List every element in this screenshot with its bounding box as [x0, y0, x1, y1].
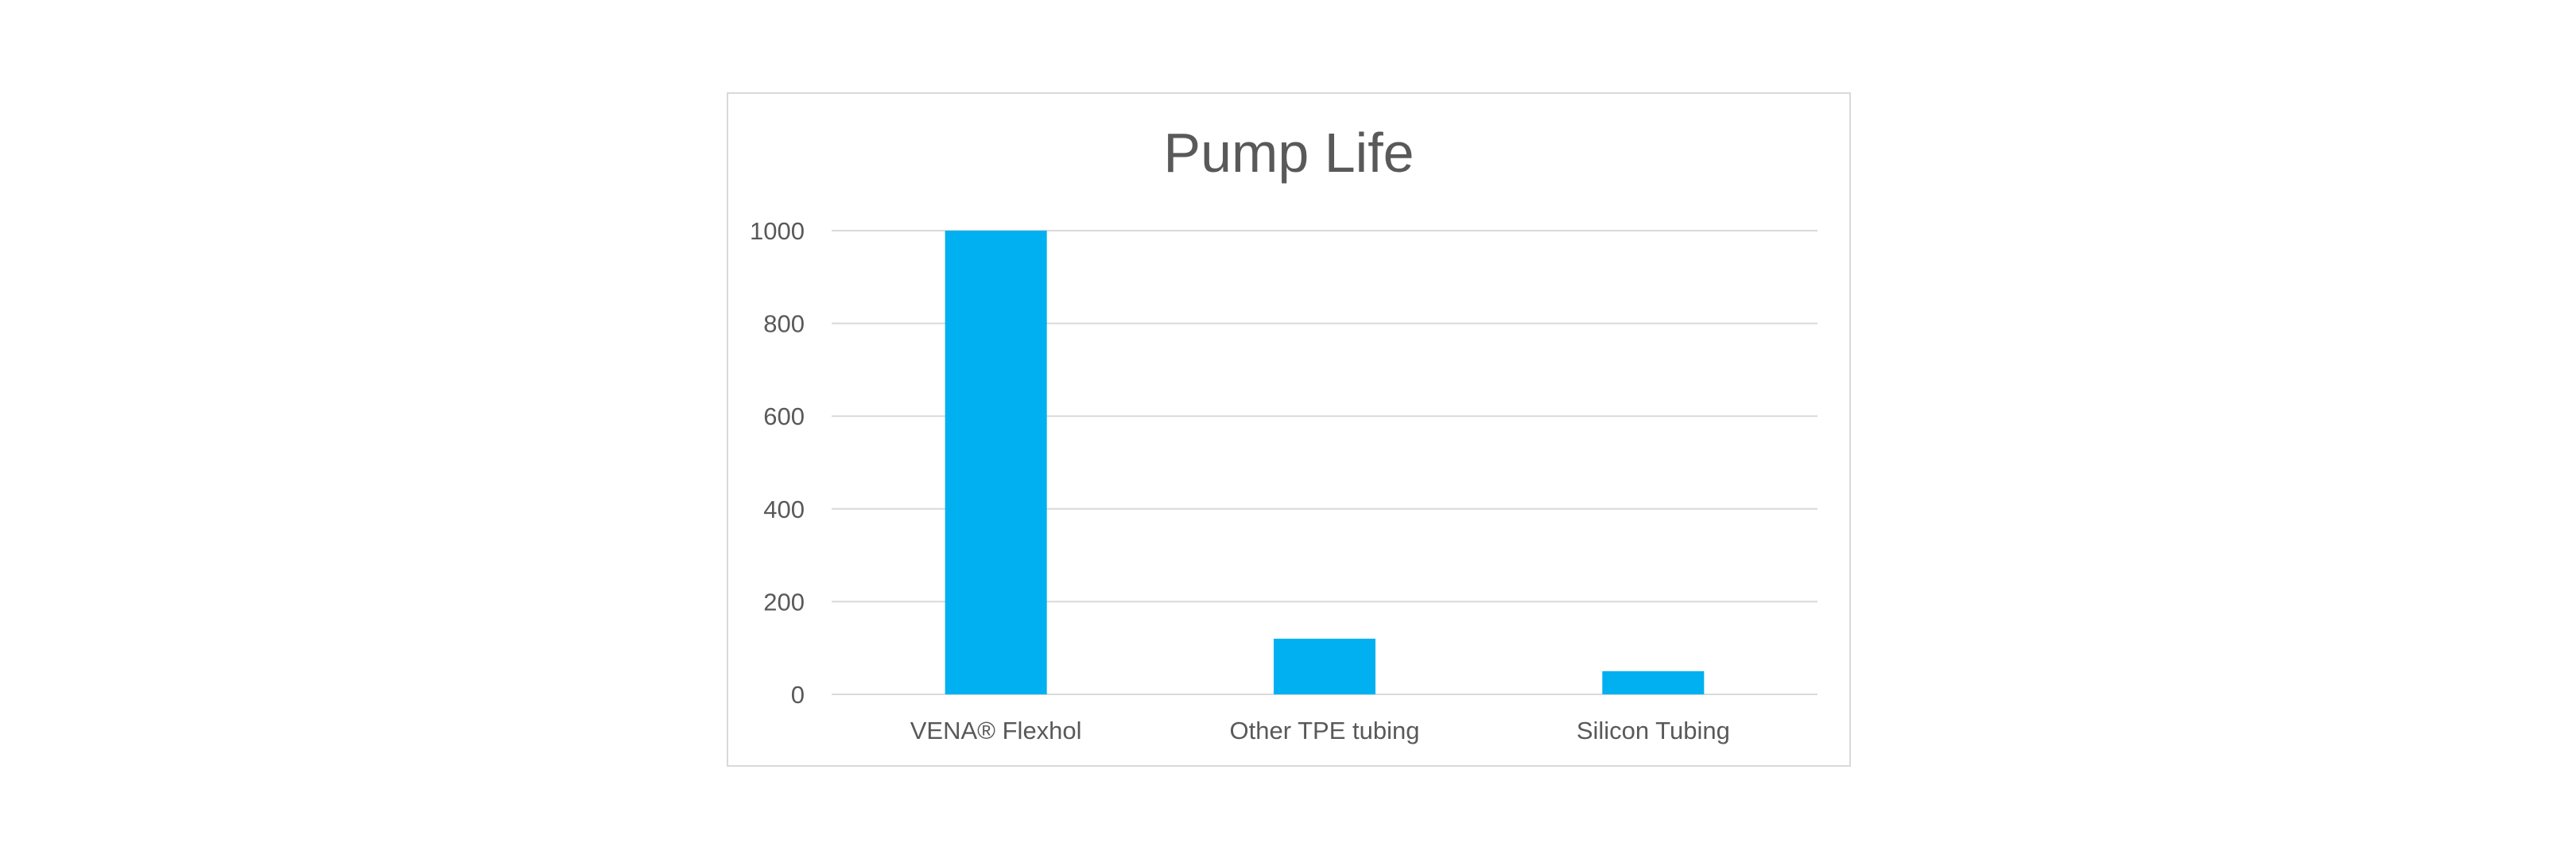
- y-tick-label: 400: [763, 496, 805, 523]
- bar-chart: Pump Life 0 200 400 600 800 1000 VENA® Flexho…: [750, 122, 1818, 744]
- y-tick-label: 0: [791, 681, 805, 709]
- x-category-label: Silicon Tubing: [1577, 717, 1730, 744]
- x-axis-categories: VENA® Flexhol Other TPE tubing Silicon Tub…: [910, 717, 1730, 744]
- bar-2: [1602, 670, 1705, 694]
- bar-0: [945, 231, 1047, 694]
- bar-1: [1274, 639, 1375, 694]
- chart-title: Pump Life: [1163, 122, 1414, 184]
- x-category-label: Other TPE tubing: [1230, 717, 1420, 744]
- y-tick-label: 200: [763, 588, 805, 616]
- y-tick-label: 600: [763, 402, 805, 430]
- bars: [945, 231, 1705, 694]
- y-tick-label: 800: [763, 310, 805, 338]
- x-category-label: VENA® Flexhol: [910, 717, 1082, 744]
- chart-frame: Pump Life 0 200 400 600 800 1000 VENA® Flexho…: [727, 92, 1851, 767]
- y-axis-ticks: 0 200 400 600 800 1000: [750, 217, 805, 709]
- y-tick-label: 1000: [750, 217, 805, 245]
